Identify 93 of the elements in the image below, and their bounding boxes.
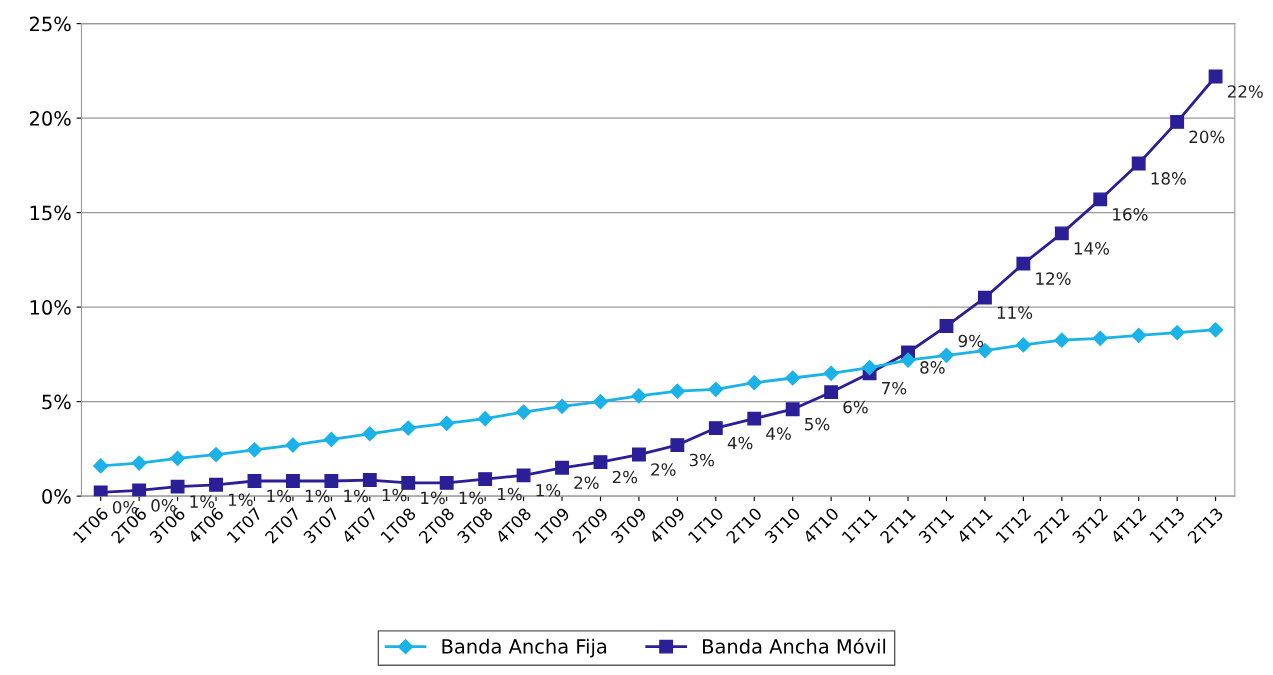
point [900, 352, 916, 368]
point [170, 479, 185, 494]
point [1131, 156, 1146, 171]
point [631, 447, 646, 462]
point [1054, 226, 1069, 241]
point [555, 460, 569, 475]
point [516, 404, 532, 420]
point [1169, 325, 1185, 341]
data-label: 18% [1151, 172, 1186, 185]
point [785, 402, 800, 417]
point [400, 420, 416, 436]
point [439, 415, 455, 431]
data-label: 1% [305, 489, 330, 503]
data-label: 3% [689, 453, 714, 467]
point [323, 431, 339, 447]
point [939, 319, 954, 333]
point [1093, 192, 1108, 207]
data-label: 5% [805, 417, 830, 431]
data-label: 16% [1113, 208, 1148, 221]
point [401, 475, 416, 490]
data-label: 8% [920, 361, 945, 374]
point [977, 290, 992, 305]
data-label: 20% [1189, 130, 1225, 144]
point [285, 474, 300, 488]
point [324, 474, 339, 488]
point [362, 426, 378, 442]
point [824, 385, 839, 400]
point [670, 438, 685, 453]
point [131, 455, 147, 471]
point [554, 398, 570, 414]
data-label: 14% [1074, 242, 1110, 255]
point [285, 437, 301, 453]
data-label: 2% [651, 463, 676, 476]
y-tick-label: 0% [42, 489, 71, 504]
data-label: 1% [421, 491, 445, 505]
point [246, 442, 263, 458]
point [1208, 322, 1224, 338]
point [785, 370, 801, 386]
data-label: 2% [574, 476, 599, 490]
point [1131, 327, 1147, 344]
point [93, 458, 109, 474]
y-tick-label: 5% [42, 394, 71, 410]
data-label: 4% [766, 427, 791, 440]
point [708, 421, 723, 436]
data-label: 1% [459, 491, 484, 505]
point [478, 472, 493, 487]
y-tick-label: 15% [30, 205, 71, 221]
data-label: 1% [344, 489, 368, 503]
point [1016, 256, 1031, 271]
data-label: 1% [228, 493, 253, 507]
point [593, 455, 608, 470]
point [747, 411, 762, 426]
data-label: 1% [498, 487, 522, 501]
point [592, 394, 609, 410]
point [1015, 337, 1031, 353]
y-tick-label: 25% [29, 16, 71, 32]
data-label: 22% [1227, 85, 1263, 98]
data-label: 4% [727, 436, 753, 450]
legend-label: Banda Ancha Móvil [703, 637, 886, 654]
point [170, 450, 186, 466]
data-label: 1% [190, 495, 215, 508]
point [93, 485, 108, 497]
data-label: 1% [536, 483, 561, 497]
point [938, 347, 955, 363]
point [631, 388, 647, 404]
point [362, 473, 377, 488]
data-label: 11% [997, 306, 1033, 319]
point [208, 446, 224, 463]
data-label: 12% [1036, 272, 1071, 285]
point [862, 360, 878, 376]
data-label: 6% [843, 400, 868, 414]
point [708, 381, 724, 397]
data-label: 7% [882, 381, 907, 395]
point [823, 365, 839, 381]
data-label: 1% [267, 489, 292, 503]
legend-label: Banda Ancha Fija [442, 638, 607, 658]
point [746, 375, 762, 391]
point [209, 477, 223, 492]
point [669, 383, 685, 399]
y-tick-label: 20% [29, 111, 71, 126]
point [1208, 69, 1223, 84]
point [439, 475, 454, 490]
data-label: 2% [612, 470, 638, 484]
data-label: 9% [958, 334, 984, 348]
y-tick-label: 10% [30, 300, 71, 315]
point [132, 483, 147, 497]
point [1170, 114, 1185, 129]
point [1054, 332, 1070, 348]
point [1092, 330, 1108, 346]
point [477, 411, 493, 427]
point [247, 474, 262, 488]
point [516, 468, 531, 483]
data-label: 1% [382, 488, 407, 502]
